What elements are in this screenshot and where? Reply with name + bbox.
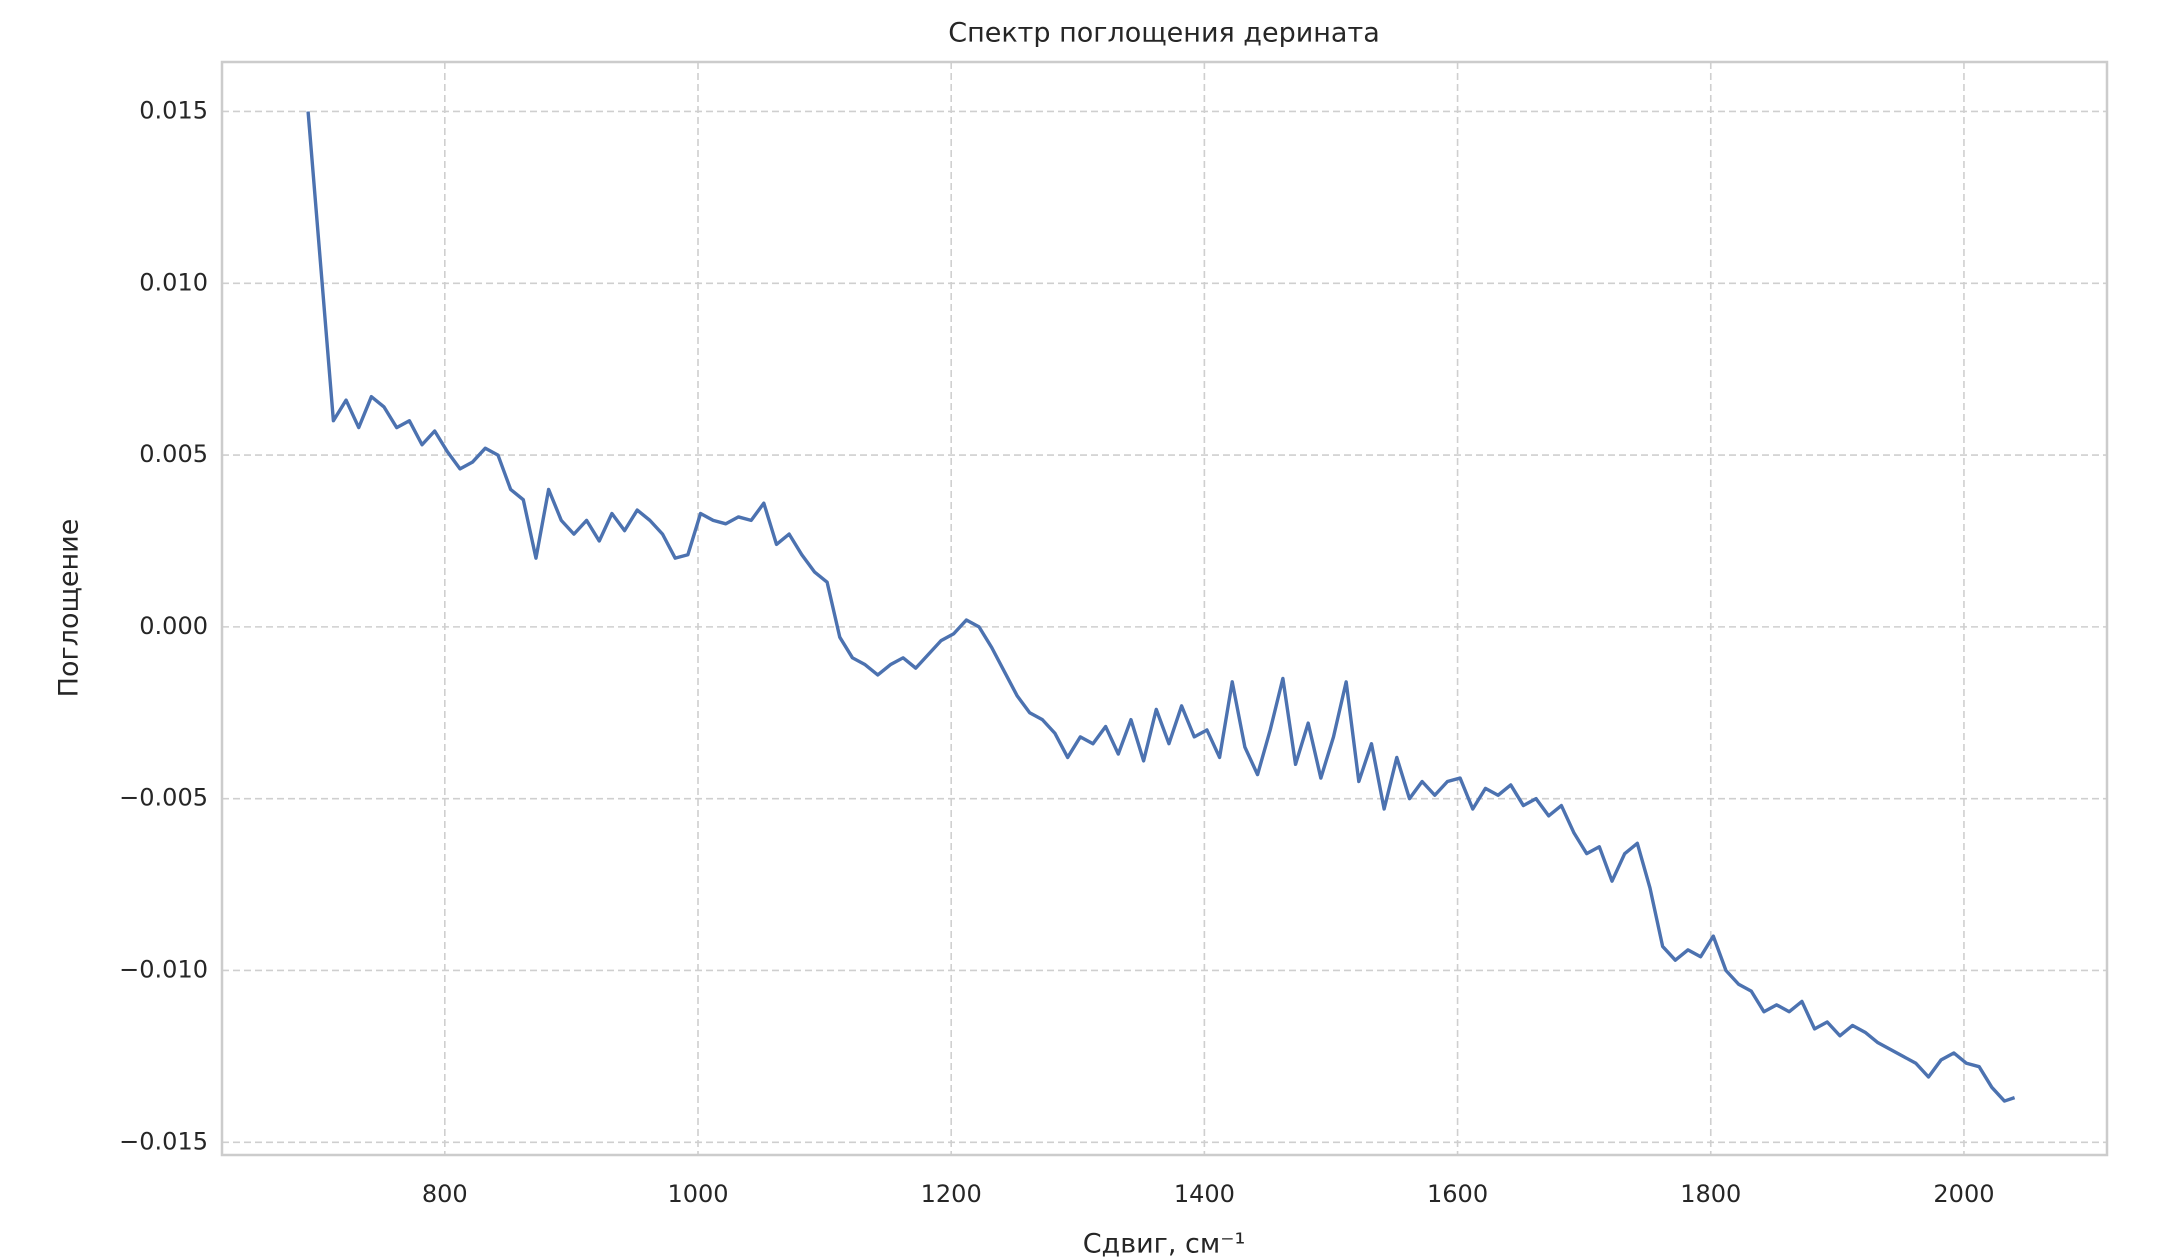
chart-title: Спектр поглощения дерината bbox=[948, 18, 1380, 49]
x-tick-label: 2000 bbox=[1933, 1180, 1994, 1208]
x-tick-label: 1400 bbox=[1174, 1180, 1235, 1208]
y-tick-label: 0.000 bbox=[139, 612, 208, 640]
data-line bbox=[306, 111, 2016, 1103]
x-tick-label: 1000 bbox=[667, 1180, 728, 1208]
x-tick-label: 1200 bbox=[921, 1180, 982, 1208]
x-tick-label: 1800 bbox=[1680, 1180, 1741, 1208]
y-tick-label: 0.015 bbox=[139, 96, 208, 124]
y-tick-label: −0.010 bbox=[119, 955, 208, 983]
y-tick-label: −0.015 bbox=[119, 1127, 208, 1155]
x-tick-label: 1600 bbox=[1427, 1180, 1488, 1208]
x-axis-label: Сдвиг, см⁻¹ bbox=[1083, 1229, 1246, 1260]
y-tick-label: 0.005 bbox=[139, 440, 208, 468]
y-axis-label: Поглощение bbox=[54, 519, 85, 698]
x-tick-label: 800 bbox=[422, 1180, 468, 1208]
y-tick-label: −0.005 bbox=[119, 784, 208, 812]
y-tick-label: 0.010 bbox=[139, 268, 208, 296]
plot-frame bbox=[220, 60, 2109, 1157]
